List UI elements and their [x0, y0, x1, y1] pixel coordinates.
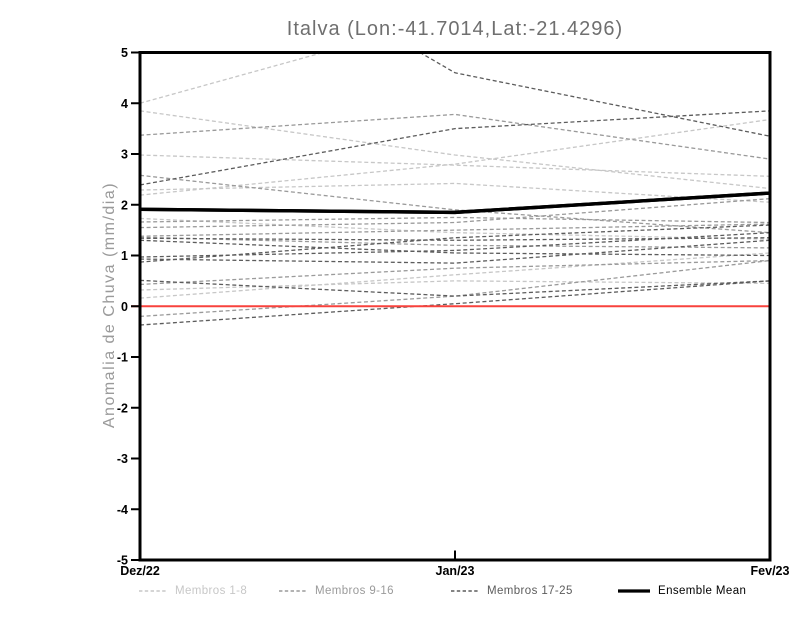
series-member-21: [140, 232, 770, 258]
legend: Membros 1-8 Membros 9-16 Membros 17-25 Ense…: [0, 582, 800, 602]
y-tick-label: 5: [121, 46, 128, 60]
series-member-6: [140, 217, 770, 240]
series-member-1: [140, 52, 326, 104]
legend-line-sample-light: [139, 590, 167, 592]
series-member-18: [140, 110, 770, 186]
series-member-20: [140, 239, 770, 257]
legend-label-mid: Membros 9-16: [315, 585, 394, 597]
y-tick-label: 2: [121, 198, 128, 212]
series-lines: [140, 52, 770, 326]
y-tick-label: -1: [117, 351, 128, 365]
legend-line-sample-mean: [618, 589, 650, 593]
series-member-5: [140, 118, 770, 196]
series-member-13: [140, 223, 770, 237]
chart-title: Italva (Lon:-41.7014,Lat:-21.4296): [286, 18, 624, 40]
y-tick-label: -4: [117, 503, 128, 517]
series-member-9: [140, 113, 770, 160]
y-tick-label: 3: [121, 148, 128, 162]
series-member-17: [418, 52, 770, 137]
legend-item-mid: Membros 9-16: [278, 582, 394, 600]
legend-item-light: Membros 1-8: [138, 582, 247, 600]
y-tick-label: -5: [117, 554, 128, 568]
legend-item-mean: Ensemble Mean: [617, 582, 746, 600]
series-member-19: [140, 237, 770, 241]
x-tick-label: Jan/23: [436, 564, 475, 578]
series-ensemble-mean-top: [139, 191, 771, 215]
series-member-7: [140, 280, 770, 291]
legend-label-light: Membros 1-8: [175, 585, 248, 597]
plot-frame: [138, 51, 772, 562]
series-member-11: [140, 216, 770, 224]
legend-line-sample-mid: [279, 590, 307, 592]
legend-label-mean: Ensemble Mean: [658, 585, 747, 597]
series-member-10: [140, 174, 770, 234]
series-member-2: [140, 110, 770, 190]
y-tick-label: -2: [117, 401, 128, 415]
legend-line-sample-dark: [451, 590, 479, 592]
series-member-3: [140, 154, 770, 177]
x-tick-label: Dez/22: [120, 564, 160, 578]
series-member-15: [140, 259, 770, 286]
y-tick-label: 4: [121, 97, 128, 111]
series-member-14: [140, 236, 770, 249]
y-tick-label: 0: [121, 300, 128, 314]
x-tick-label: Fev/23: [751, 564, 790, 578]
legend-label-dark: Membros 17-25: [487, 585, 573, 597]
legend-item-dark: Membros 17-25: [450, 582, 573, 600]
series-member-16: [140, 259, 770, 318]
y-tick-label: 1: [121, 249, 128, 263]
y-tick-label: -3: [117, 452, 128, 466]
